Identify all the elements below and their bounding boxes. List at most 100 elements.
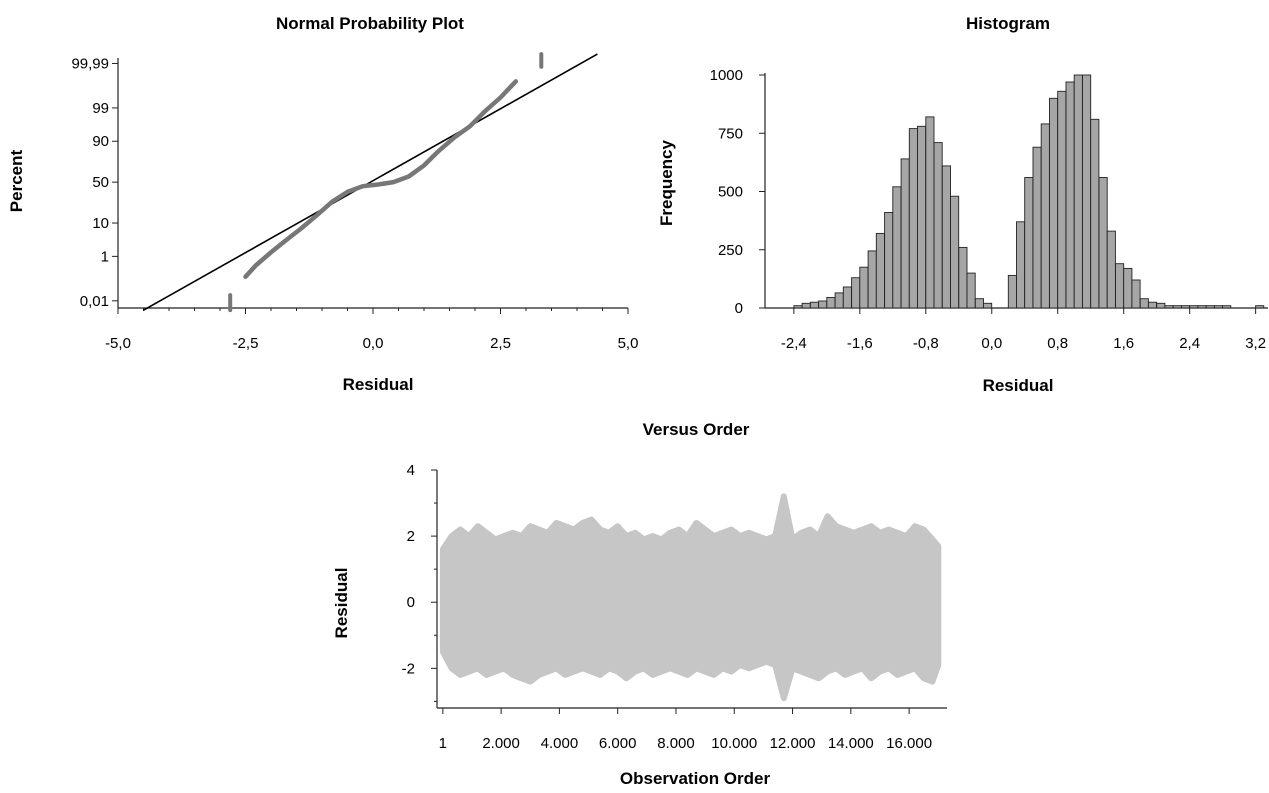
vo-y-tick-label: -2 (402, 660, 415, 677)
npp-reference-line (143, 53, 598, 311)
hist-bar (1049, 97, 1059, 309)
hist-bar (875, 232, 885, 309)
hist-bar (793, 305, 803, 309)
vo-x-tick-label: 14.000 (828, 735, 874, 752)
normal-probability-panel: Normal Probability Plot Percent Residual… (7, 14, 638, 394)
vo-x-tick-label: 10.000 (711, 735, 757, 752)
hist-bar (834, 292, 844, 309)
npp-y-tick-label: 1 (101, 248, 109, 265)
hist-bar (958, 246, 968, 309)
hist-x-tick-label: -1,6 (847, 335, 873, 352)
hist-y-tick-label: 1000 (710, 67, 743, 84)
hist-x-tick-label: -0,8 (913, 335, 939, 352)
hist-y-axis-title: Frequency (657, 139, 676, 226)
hist-bar (1131, 279, 1141, 309)
hist-x-tick-label: 2,4 (1179, 335, 1200, 352)
hist-bar (1106, 230, 1116, 309)
vo-y-tick-label: 2 (407, 528, 415, 545)
hist-bar (1024, 177, 1034, 309)
hist-bar (1073, 74, 1083, 309)
hist-bar (1090, 118, 1100, 309)
hist-bar (859, 266, 869, 309)
histogram-panel: Histogram Frequency Residual 0 250 500 750 1… (657, 14, 1268, 395)
hist-bar (908, 128, 918, 309)
npp-axes: 99,99 99 90 50 10 1 0,01 -5,0 -2,5 0,0 2,5 5,0 (71, 55, 638, 352)
hist-bar (1172, 305, 1182, 309)
hist-x-tick-label: 0,0 (981, 335, 1002, 352)
npp-x-tick-label: 0,0 (363, 335, 384, 352)
hist-bar (1082, 74, 1092, 309)
hist-bar (1115, 263, 1125, 309)
hist-bar (900, 158, 910, 309)
npp-y-tick-label: 99,99 (71, 55, 109, 72)
hist-x-axis-title: Residual (983, 376, 1054, 395)
hist-bar (1255, 305, 1265, 309)
npp-y-tick-label: 50 (92, 174, 109, 191)
hist-bar (1040, 123, 1050, 309)
npp-y-tick-label: 99 (92, 100, 109, 117)
vo-y-axis-title: Residual (332, 568, 351, 639)
hist-marks (793, 74, 1265, 309)
hist-y-tick-label: 750 (718, 125, 743, 142)
hist-bar (1057, 90, 1067, 309)
hist-bar (1164, 305, 1174, 309)
npp-x-tick-label: -2,5 (233, 335, 259, 352)
vo-x-tick-label: 8.000 (657, 735, 695, 752)
hist-y-tick-label: 250 (718, 242, 743, 259)
versus-order-panel: Versus Order Residual Observation Order … (332, 420, 947, 788)
hist-bar (851, 277, 861, 309)
hist-title: Histogram (966, 14, 1050, 33)
hist-bar (1180, 305, 1191, 309)
hist-bar (892, 186, 902, 309)
hist-bar (1065, 81, 1075, 309)
hist-bar (1139, 298, 1149, 309)
hist-bar (842, 286, 852, 309)
hist-bar (1098, 177, 1108, 309)
hist-bar (1222, 305, 1232, 309)
hist-x-tick-label: 0,8 (1047, 335, 1068, 352)
vo-x-tick-label: 2.000 (482, 735, 520, 752)
hist-bar (1205, 305, 1215, 309)
vo-y-tick-label: 0 (407, 594, 415, 611)
vo-x-tick-label: 12.000 (770, 735, 816, 752)
npp-x-tick-label: -5,0 (105, 335, 131, 352)
hist-bar (983, 302, 993, 309)
npp-x-axis-title: Residual (343, 375, 414, 394)
npp-y-tick-label: 10 (92, 215, 109, 232)
vo-title: Versus Order (643, 420, 750, 439)
hist-bar (818, 300, 828, 309)
vo-x-axis-title: Observation Order (620, 769, 771, 788)
hist-bar (1147, 301, 1158, 309)
npp-marks (143, 52, 598, 313)
hist-bar (1213, 305, 1224, 309)
hist-bar (1197, 305, 1207, 309)
vo-x-tick-label: 6.000 (599, 735, 637, 752)
npp-x-tick-label: 2,5 (490, 335, 511, 352)
vo-y-tick-label: 4 (407, 462, 415, 479)
hist-bar (801, 302, 811, 309)
hist-bar (884, 212, 894, 309)
hist-y-tick-label: 500 (718, 184, 743, 201)
npp-y-tick-label: 0,01 (80, 293, 109, 310)
hist-bar (941, 165, 951, 309)
hist-bar (867, 250, 877, 309)
vo-x-tick-label: 16.000 (886, 735, 932, 752)
hist-x-tick-label: -2,4 (781, 335, 807, 352)
hist-axes: 0 250 500 750 1000 -2,4 -1,6 -0,8 0,0 0,8 1,6 2,4 3,… (710, 67, 1268, 352)
hist-bar (933, 142, 943, 309)
npp-x-tick-label: 5,0 (618, 335, 639, 352)
hist-bar (950, 195, 960, 309)
hist-x-tick-label: 1,6 (1113, 335, 1134, 352)
hist-bar (1123, 267, 1133, 309)
vo-marks (439, 493, 942, 702)
npp-y-tick-label: 90 (92, 133, 109, 150)
npp-residual-curve (243, 79, 519, 280)
hist-bar (917, 125, 927, 309)
hist-bar (1007, 274, 1017, 309)
hist-x-tick-label: 3,2 (1245, 335, 1266, 352)
hist-bar (1189, 305, 1199, 309)
hist-bar (809, 301, 820, 309)
vo-residual-band (439, 493, 942, 702)
